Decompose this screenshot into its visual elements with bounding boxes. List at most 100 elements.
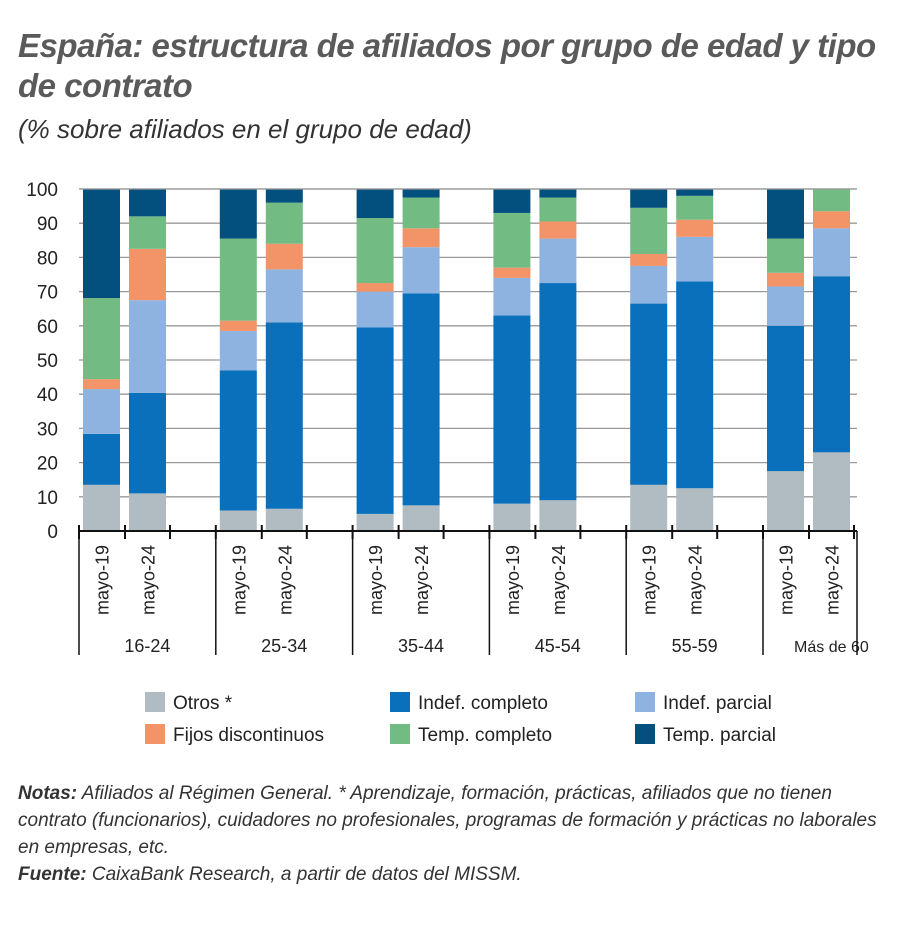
bar-segment [493,277,531,316]
bar-segment [630,207,668,254]
legend-item: Temp. completo [390,724,552,747]
bar-segment [676,189,714,196]
bar-segment [676,281,714,489]
bar-segment [813,211,850,229]
x-period-label: mayo-19 [640,545,660,615]
bar-segment [83,433,120,485]
bar-segment [539,283,577,501]
bar-segment [402,247,440,294]
legend-label: Temp. parcial [663,725,776,746]
bar-segment [767,189,804,239]
bar-segment [402,197,440,229]
bar-segment [539,238,577,284]
x-group-label: Más de 60 [794,639,869,656]
legend-item: Fijos discontinuos [145,724,324,747]
bar-segment [767,471,804,531]
bar-segment [129,300,166,393]
bar-segment [265,508,303,531]
notes-text: Afiliados al Régimen General. * Aprendiz… [18,783,877,858]
bar-segment [767,286,804,326]
bar-segment [630,484,668,531]
legend-label: Otros * [173,693,233,714]
bar-segment [219,189,257,239]
bar-segment [813,189,850,212]
legend-item: Indef. completo [390,692,548,715]
bar-segment [83,189,120,299]
bar-segment [676,195,714,220]
x-period-label: mayo-19 [229,545,249,615]
bar-segment [265,189,303,203]
x-period-label: mayo-24 [549,545,569,615]
bar-segment [129,189,166,217]
bar-segment [630,189,668,208]
legend-swatch [145,692,165,712]
x-period-label: mayo-19 [503,545,523,615]
x-period-label: mayo-19 [366,545,386,615]
bar-segment [630,265,668,304]
bar-segment [676,219,714,237]
bar-segment [493,212,531,268]
y-tick-label: 100 [26,180,58,201]
x-group-label: 55-59 [672,636,718,656]
x-period-label: mayo-19 [777,545,797,615]
notes: Notas: Afiliados al Régimen General. * A… [18,780,888,888]
bar-segment [356,291,394,328]
bar-segment [219,330,257,371]
legend-swatch [390,724,410,744]
chart-title: España: estructura de afiliados por grup… [18,27,876,104]
bar-segment [813,452,850,531]
legend-swatch [145,724,165,744]
legend-item: Indef. parcial [635,692,772,715]
bar-segment [83,484,120,531]
bar-segment [356,218,394,284]
source-label: Fuente: [18,864,87,885]
bar-segment [129,216,166,249]
x-period-label: mayo-24 [823,545,843,615]
bar-segment [493,189,531,213]
bar-segment [83,379,120,390]
bar-segment [539,197,577,222]
bar-segment [356,327,394,514]
bar-segment [402,505,440,531]
y-tick-label: 0 [47,522,58,543]
x-period-label: mayo-24 [275,545,295,615]
bar-segment [219,238,257,321]
y-tick-label: 40 [37,385,58,406]
bar-segment [539,221,577,239]
legend-swatch [635,692,655,712]
y-tick-label: 60 [37,317,58,338]
bar-segment [129,248,166,301]
legend-label: Fijos discontinuos [173,725,325,746]
bar-segment [767,272,804,287]
x-period-label: mayo-24 [686,545,706,615]
legend-swatch [390,692,410,712]
bar-segment [83,389,120,434]
legend-swatch [635,724,655,744]
bar-segment [402,293,440,506]
bar-segment [219,510,257,531]
bar-segment [83,298,120,380]
bar-segment [129,392,166,494]
legend-label: Temp. completo [418,725,553,746]
y-tick-label: 70 [37,283,58,304]
legend-item: Temp. parcial [635,724,776,747]
bar-segment [356,513,394,531]
legend-label: Indef. parcial [663,693,772,714]
y-tick-label: 10 [37,488,58,509]
source-text: CaixaBank Research, a partir de datos de… [86,864,522,885]
bar-segment [493,503,531,531]
bar-segment [767,238,804,273]
bar-segment [813,276,850,453]
bar-segment [630,253,668,266]
bar-segment [539,189,577,198]
y-tick-label: 80 [37,248,58,269]
bar-segment [356,189,394,219]
x-group-label: 25-34 [261,636,307,656]
y-tick-label: 30 [37,419,58,440]
bar-segment [356,283,394,292]
x-group-label: 35-44 [398,636,444,656]
y-tick-label: 50 [37,351,58,372]
bar-segment [265,269,303,323]
legend-item: Otros * [145,692,232,715]
